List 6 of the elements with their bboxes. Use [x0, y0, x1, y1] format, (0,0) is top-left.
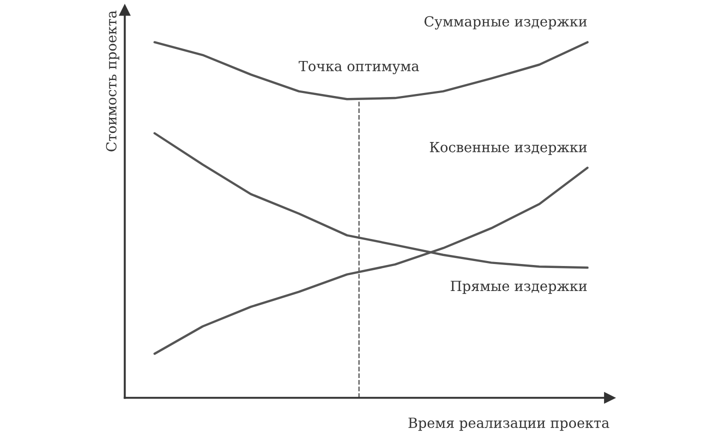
y-axis-title: Стоимость проекта	[106, 10, 120, 152]
annotation: Точка оптимума	[298, 60, 420, 74]
series-label: Прямые издержки	[450, 280, 587, 294]
series-label: Косвенные издержки	[430, 142, 587, 156]
series-label: Суммарные издержки	[424, 16, 587, 30]
x-axis-title: Время реализации проекта	[408, 418, 610, 431]
